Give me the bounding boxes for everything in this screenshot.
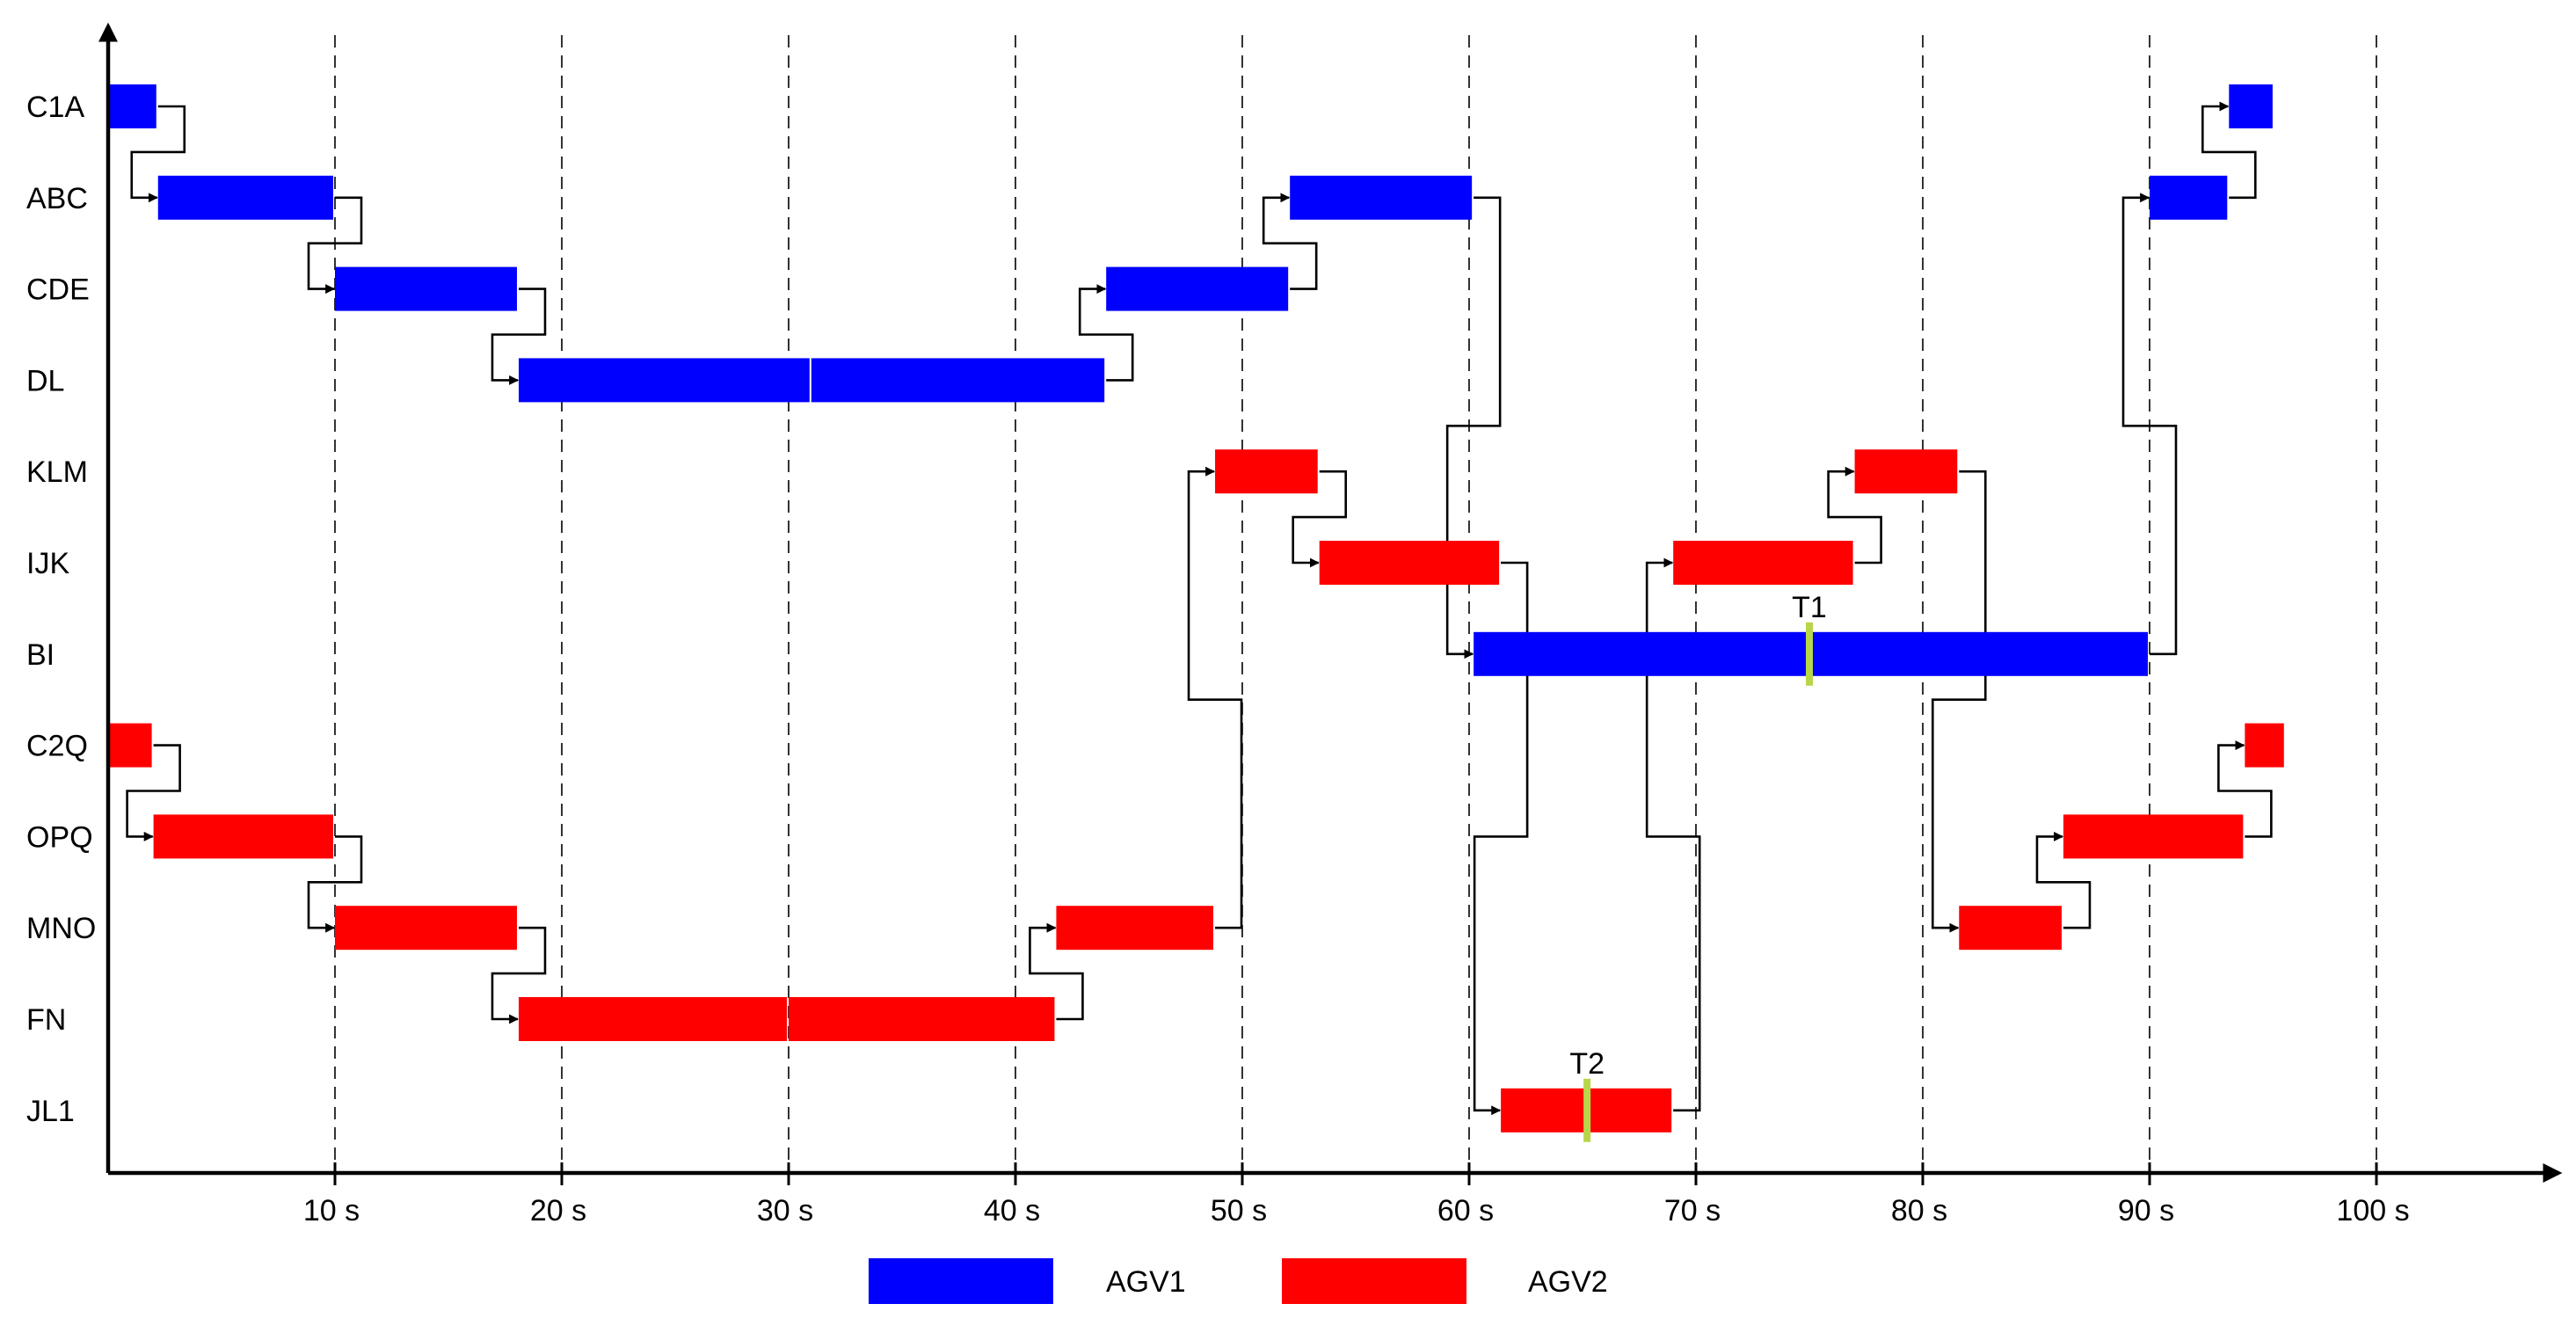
x-tick-label: 100 s — [2336, 1194, 2409, 1227]
transition-arrow — [2035, 831, 2092, 929]
row-labels: C1A ABC CDE DL KLM IJK BI C2Q OPQ MNO FN JL1 — [26, 91, 96, 1128]
task-bar-agv2 — [108, 723, 152, 768]
x-tick-label: 60 s — [1437, 1194, 1494, 1227]
transition-arrow — [307, 835, 363, 933]
transition-arrow — [1473, 561, 1529, 1116]
event-marker-label: T1 — [1792, 591, 1827, 624]
task-bar-agv2 — [518, 997, 787, 1041]
task-bars — [108, 84, 2284, 1133]
legend: AGV1 AGV2 — [869, 1258, 1608, 1304]
task-bar-agv2 — [1673, 541, 1853, 585]
event-marker-t1 — [1806, 622, 1813, 686]
row-label: C2Q — [26, 730, 88, 763]
x-tick-label: 10 s — [303, 1194, 360, 1227]
transition-arrow — [126, 744, 181, 841]
task-bar-agv2 — [789, 997, 1055, 1041]
transition-links — [126, 101, 2273, 1116]
task-bar-agv1 — [811, 358, 1105, 403]
event-marker-t2 — [1583, 1078, 1591, 1142]
legend-label-agv2: AGV2 — [1528, 1265, 1608, 1299]
task-bar-agv2 — [1056, 906, 1214, 951]
task-bar-agv2 — [1959, 906, 2062, 951]
transition-arrow — [1187, 466, 1243, 929]
x-tick-label: 20 s — [530, 1194, 586, 1227]
x-tick-label: 40 s — [984, 1194, 1040, 1227]
transition-arrow — [2201, 101, 2257, 200]
legend-label-agv1: AGV1 — [1106, 1265, 1186, 1299]
row-label: DL — [26, 364, 64, 397]
task-bar-agv2 — [153, 814, 333, 859]
transition-arrow — [1931, 470, 1987, 933]
transition-arrow — [130, 105, 186, 203]
task-bar-agv1 — [1106, 266, 1289, 311]
transition-arrow — [2121, 193, 2178, 656]
row-label: CDE — [26, 273, 90, 307]
task-bar-agv2 — [1854, 449, 1958, 494]
transition-arrow — [1292, 470, 1348, 568]
transition-arrow — [307, 196, 363, 295]
transition-arrow — [1827, 466, 1882, 565]
row-label: FN — [26, 1003, 66, 1037]
x-tick-label: 50 s — [1211, 1194, 1267, 1227]
row-label: ABC — [26, 182, 88, 215]
legend-swatch-agv1 — [869, 1258, 1053, 1304]
grid-lines — [334, 35, 2377, 1173]
transition-arrow — [1445, 196, 1502, 659]
task-bar-agv1 — [108, 84, 156, 128]
row-label: OPQ — [26, 820, 93, 854]
task-bar-agv1 — [518, 358, 810, 403]
x-tick-label: 30 s — [757, 1194, 813, 1227]
x-tick-label: 90 s — [2118, 1194, 2174, 1227]
transition-arrow — [2217, 740, 2273, 838]
task-bar-agv2 — [1319, 541, 1500, 585]
transition-arrow — [1645, 557, 1701, 1112]
task-bar-agv2 — [1215, 449, 1318, 494]
transition-arrow — [1029, 922, 1084, 1021]
task-bar-agv1 — [2229, 84, 2273, 128]
task-bar-agv1 — [157, 175, 333, 220]
task-bar-agv2 — [2245, 723, 2284, 768]
row-label: BI — [26, 638, 55, 672]
row-label: C1A — [26, 91, 84, 124]
legend-swatch-agv2 — [1282, 1258, 1466, 1304]
task-bar-agv2 — [335, 906, 517, 951]
event-marker-label: T2 — [1569, 1047, 1605, 1081]
row-label: MNO — [26, 912, 96, 945]
transition-arrow — [1262, 193, 1318, 290]
transition-arrow — [491, 288, 547, 385]
x-tick-label: 70 s — [1664, 1194, 1721, 1227]
row-label: IJK — [26, 547, 69, 580]
event-markers: T1 T2 — [1569, 591, 1827, 1142]
transition-arrow — [1078, 284, 1134, 382]
x-tick-label: 80 s — [1891, 1194, 1947, 1227]
task-bar-agv1 — [335, 266, 517, 311]
transition-arrow — [491, 926, 547, 1024]
task-bar-agv2 — [2063, 814, 2244, 859]
task-bar-agv1 — [1290, 175, 1473, 220]
row-label: KLM — [26, 455, 88, 489]
task-bar-agv1 — [2150, 175, 2228, 220]
row-label: JL1 — [26, 1095, 75, 1128]
axes: 10 s 20 s 30 s 40 s 50 s 60 s 70 s 80 s 90 s 100 … — [98, 22, 2563, 1227]
